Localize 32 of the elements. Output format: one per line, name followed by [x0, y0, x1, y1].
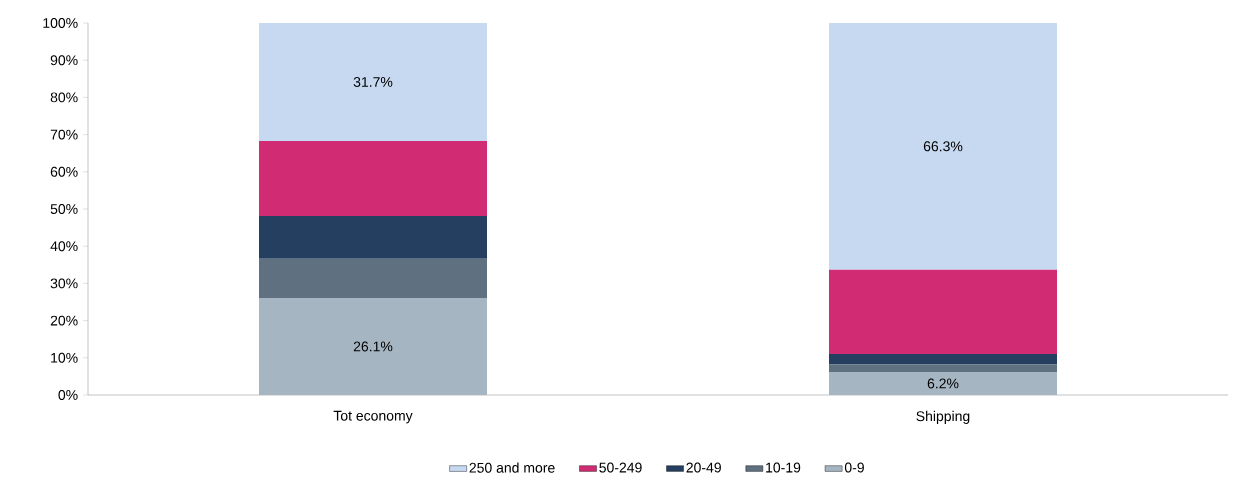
bar [829, 23, 1057, 270]
legend-label: 20-49 [686, 462, 721, 473]
y-tick-label: 90% [50, 55, 78, 66]
y-tick-label: 60% [50, 166, 78, 177]
bar [259, 216, 487, 259]
data-label: 66.3% [923, 141, 963, 152]
bar [259, 258, 487, 298]
y-tick-label: 0% [58, 390, 78, 400]
y-tick-label: 40% [50, 241, 78, 252]
bar [829, 269, 1057, 355]
data-label: 26.1% [353, 341, 393, 352]
bar [829, 354, 1057, 365]
bar [259, 140, 487, 217]
x-tick-label: Shipping [916, 410, 970, 424]
legend-label: 0-9 [844, 462, 864, 473]
legend-label: 10-19 [766, 462, 801, 473]
y-tick-label: 100% [43, 18, 78, 28]
x-tick-label: Tot economy [333, 410, 413, 424]
y-tick-label: 50% [50, 204, 78, 214]
y-tick-label: 70% [50, 129, 78, 140]
data-label: 31.7% [353, 76, 393, 87]
bar [829, 371, 1057, 395]
data-label: 6.2% [927, 378, 959, 389]
y-tick-label: 20% [50, 315, 78, 326]
y-tick-label: 80% [50, 92, 78, 103]
y-tick-label: 30% [50, 278, 78, 289]
bar [259, 23, 487, 141]
bar [829, 364, 1057, 372]
legend-label: 50-249 [599, 462, 642, 473]
bar [259, 297, 487, 395]
legend-label: 250 and more [469, 462, 555, 473]
y-tick-label: 10% [51, 352, 78, 363]
